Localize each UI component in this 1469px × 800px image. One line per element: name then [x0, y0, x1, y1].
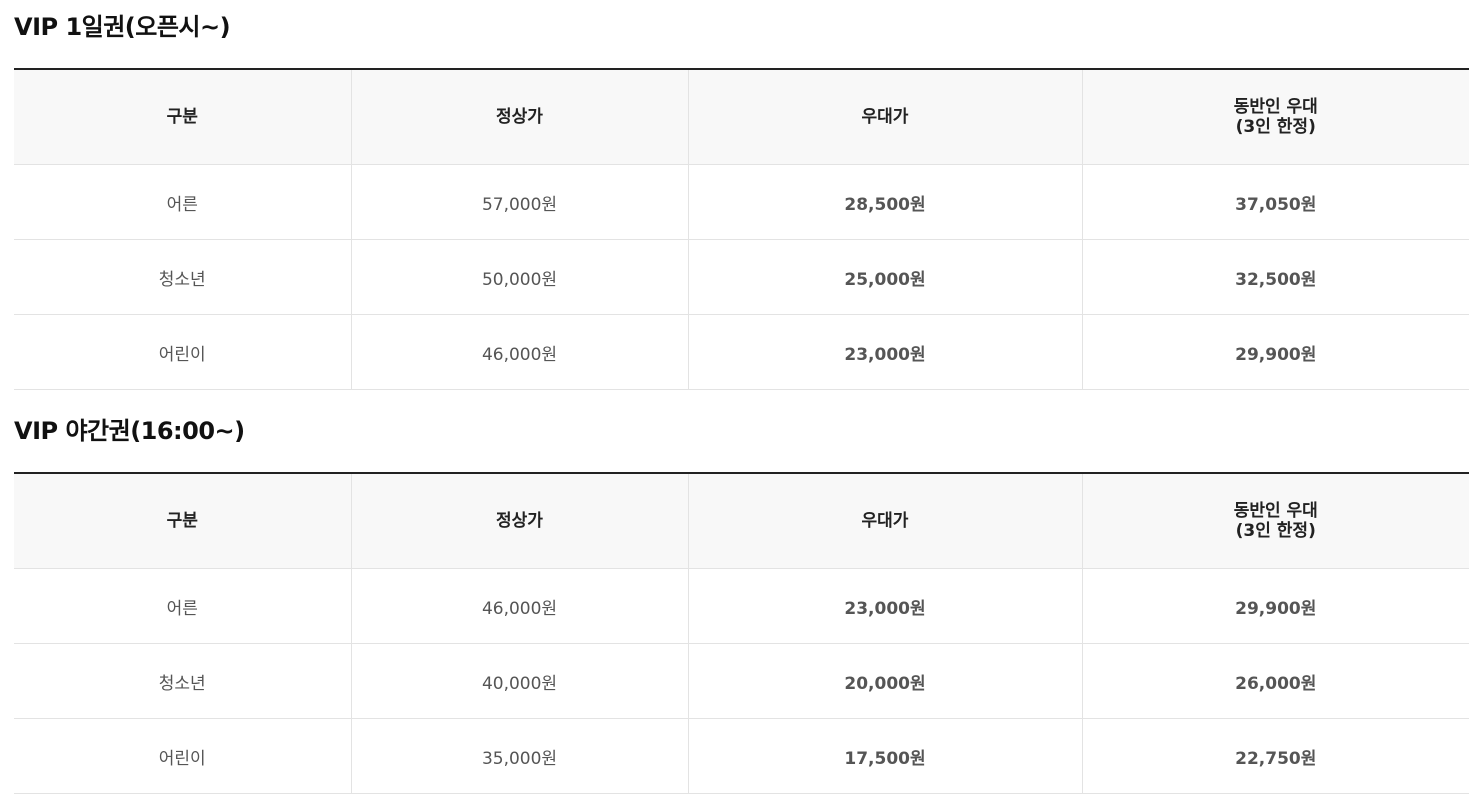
discount-price-cell: 28,500원	[687, 164, 1082, 240]
table-row: 어린이 46,000원 23,000원 29,900원	[14, 314, 1469, 390]
table-header-row: 구분 정상가 우대가 동반인 우대 (3인 한정)	[14, 473, 1469, 569]
header-category: 구분	[14, 69, 351, 165]
category-cell: 어른	[14, 164, 351, 240]
regular-price-cell: 40,000원	[350, 643, 688, 719]
companion-price-cell: 29,900원	[1081, 314, 1469, 390]
discount-price-cell: 23,000원	[687, 568, 1082, 644]
header-companion-discount: 동반인 우대 (3인 한정)	[1081, 69, 1469, 165]
category-cell: 어린이	[14, 314, 351, 390]
header-companion-line1: 동반인 우대	[1233, 97, 1318, 117]
header-regular-price: 정상가	[350, 473, 688, 569]
companion-price-cell: 26,000원	[1081, 643, 1469, 719]
discount-price-cell: 25,000원	[687, 239, 1082, 315]
discount-price-cell: 20,000원	[687, 643, 1082, 719]
price-table: 구분 정상가 우대가 동반인 우대 (3인 한정) 어른 57,000원 28,…	[14, 68, 1469, 390]
header-discount-price: 우대가	[687, 69, 1082, 165]
header-companion-line2: (3인 한정)	[1235, 521, 1316, 541]
companion-price-cell: 32,500원	[1081, 239, 1469, 315]
table-row: 어린이 35,000원 17,500원 22,750원	[14, 718, 1469, 794]
companion-price-cell: 29,900원	[1081, 568, 1469, 644]
header-regular-price: 정상가	[350, 69, 688, 165]
section-title: VIP 1일권(오픈시~)	[14, 13, 231, 41]
regular-price-cell: 35,000원	[350, 718, 688, 794]
discount-price-cell: 17,500원	[687, 718, 1082, 794]
regular-price-cell: 57,000원	[350, 164, 688, 240]
category-cell: 청소년	[14, 239, 351, 315]
price-table: 구분 정상가 우대가 동반인 우대 (3인 한정) 어른 46,000원 23,…	[14, 472, 1469, 794]
discount-price-cell: 23,000원	[687, 314, 1082, 390]
companion-price-cell: 22,750원	[1081, 718, 1469, 794]
category-cell: 어린이	[14, 718, 351, 794]
category-cell: 어른	[14, 568, 351, 644]
companion-price-cell: 37,050원	[1081, 164, 1469, 240]
header-companion-discount: 동반인 우대 (3인 한정)	[1081, 473, 1469, 569]
table-row: 어른 46,000원 23,000원 29,900원	[14, 568, 1469, 644]
table-header-row: 구분 정상가 우대가 동반인 우대 (3인 한정)	[14, 69, 1469, 165]
header-companion-line2: (3인 한정)	[1235, 117, 1316, 137]
regular-price-cell: 46,000원	[350, 314, 688, 390]
regular-price-cell: 46,000원	[350, 568, 688, 644]
header-category: 구분	[14, 473, 351, 569]
category-cell: 청소년	[14, 643, 351, 719]
table-row: 어른 57,000원 28,500원 37,050원	[14, 164, 1469, 240]
table-row: 청소년 50,000원 25,000원 32,500원	[14, 239, 1469, 315]
table-row: 청소년 40,000원 20,000원 26,000원	[14, 643, 1469, 719]
header-discount-price: 우대가	[687, 473, 1082, 569]
section-title: VIP 야간권(16:00~)	[14, 417, 245, 445]
regular-price-cell: 50,000원	[350, 239, 688, 315]
header-companion-line1: 동반인 우대	[1233, 501, 1318, 521]
